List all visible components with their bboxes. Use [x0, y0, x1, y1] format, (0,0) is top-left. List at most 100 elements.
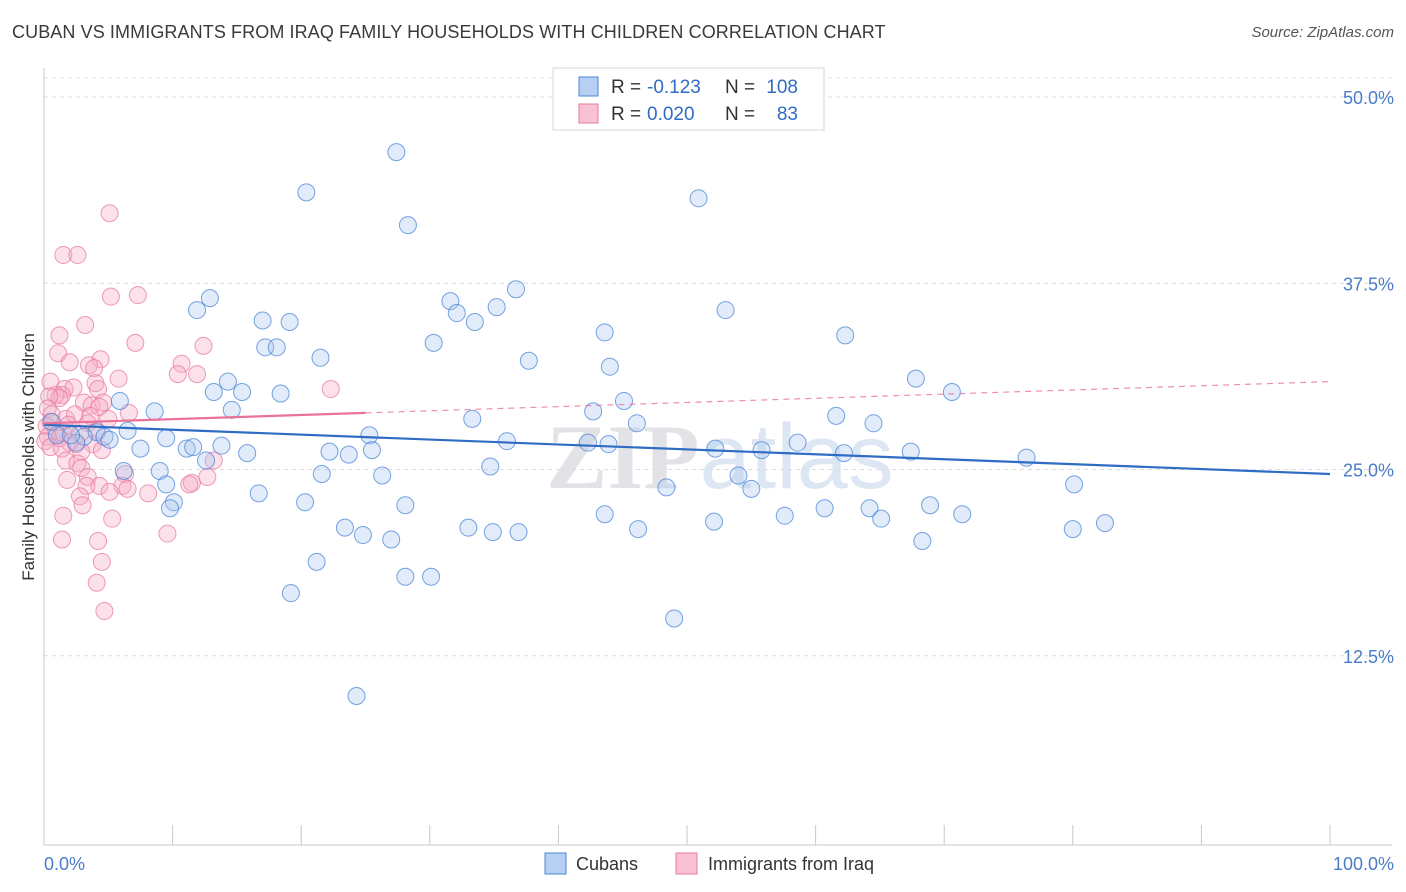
cubans-point-59 — [834, 444, 853, 463]
y-tick-label-2: 37.5% — [1343, 274, 1394, 294]
cubans-point-83 — [860, 499, 879, 518]
source-credit: Source: ZipAtlas.com — [1251, 24, 1394, 41]
cubans-point-37 — [118, 421, 137, 440]
iraq-point-70 — [54, 506, 73, 525]
cubans-point-34 — [463, 409, 482, 428]
cubans-point-73 — [657, 478, 676, 497]
y-axis-label: Family Households with Children — [19, 333, 38, 581]
cubans-point-66 — [481, 457, 500, 476]
cubans-point-43 — [47, 426, 66, 445]
cubans-point-52 — [578, 433, 597, 452]
cubans-point-102 — [281, 584, 300, 603]
cubans-point-78 — [296, 493, 315, 512]
iraq-point-47 — [36, 432, 55, 451]
cubans-point-65 — [339, 445, 358, 464]
cubans-point-14 — [595, 323, 614, 342]
cubans-point-24 — [204, 383, 223, 402]
cubans-point-21 — [600, 357, 619, 376]
iraq-point-56 — [56, 451, 75, 470]
cubans-point-79 — [396, 496, 415, 515]
iraq-point-26 — [89, 380, 108, 399]
cubans-point-11 — [253, 311, 272, 330]
x-tick-min: 0.0% — [44, 854, 85, 874]
cubans-point-8 — [487, 298, 506, 317]
iraq-point-22 — [53, 386, 72, 404]
iraq-point-72 — [158, 524, 177, 543]
cubans-point-15 — [836, 326, 855, 345]
cubans-point-64 — [197, 451, 216, 470]
iraq-point-7 — [126, 333, 145, 352]
cubans-point-10 — [447, 304, 466, 323]
iraq-point-18 — [41, 372, 60, 391]
cubans-point-91 — [459, 518, 478, 537]
cubans-point-0 — [387, 143, 406, 162]
cubans-point-86 — [775, 506, 794, 525]
stats-swatch-pink — [578, 103, 599, 124]
cubans-point-92 — [483, 523, 502, 542]
legend-swatch-cubans — [544, 852, 567, 875]
cubans-point-26 — [271, 384, 290, 403]
watermark-zip: ZIP — [546, 406, 699, 508]
cubans-point-76 — [249, 484, 268, 503]
iraq-point-76 — [87, 573, 106, 592]
cubans-point-62 — [901, 442, 920, 461]
series-iraq-points — [36, 204, 340, 621]
cubans-point-84 — [595, 505, 614, 524]
cubans-point-70 — [373, 466, 392, 485]
iraq-point-63 — [180, 475, 199, 494]
cubans-point-99 — [307, 552, 326, 571]
iraq-point-55 — [204, 451, 223, 470]
iraq-point-21 — [321, 380, 340, 399]
legend-swatch-iraq — [675, 852, 698, 875]
cubans-point-61 — [184, 438, 203, 457]
iraq-point-3 — [101, 287, 120, 306]
iraq-point-14 — [85, 359, 104, 378]
cubans-point-72 — [157, 475, 176, 494]
cubans-point-89 — [1095, 514, 1114, 533]
legend-label-iraq: Immigrants from Iraq — [708, 854, 874, 874]
iraq-point-11 — [60, 353, 79, 372]
cubans-point-22 — [906, 369, 925, 388]
cubans-point-23 — [218, 372, 237, 391]
iraq-point-81 — [109, 369, 128, 388]
cubans-point-27 — [942, 383, 961, 402]
cubans-point-20 — [519, 351, 538, 370]
cubans-point-41 — [95, 427, 114, 446]
cubans-point-13 — [465, 312, 484, 331]
cubans-point-75 — [1065, 475, 1084, 494]
iraq-point-8 — [194, 336, 213, 355]
cubans-point-29 — [110, 391, 129, 410]
cubans-point-87 — [872, 509, 891, 528]
cubans-point-19 — [311, 348, 330, 367]
stats-legend: R = -0.123 N = 108 R = 0.020 N = 83 — [552, 67, 825, 131]
cubans-point-81 — [161, 499, 180, 518]
cubans-point-45 — [100, 430, 119, 449]
cubans-point-30 — [222, 400, 241, 419]
trend-lines — [43, 380, 1331, 476]
x-tick-max: 100.0% — [1333, 854, 1394, 874]
cubans-point-97 — [382, 530, 401, 549]
y-tick-label-0: 12.5% — [1343, 647, 1394, 667]
iraq-point-35 — [81, 406, 100, 425]
iraq-point-15 — [168, 365, 187, 384]
cubans-point-71 — [729, 466, 748, 485]
cubans-point-5 — [200, 289, 219, 308]
cubans-point-47 — [62, 426, 81, 445]
trend-line-iraq — [43, 411, 366, 425]
series-legend: Cubans Immigrants from Iraq — [544, 852, 874, 875]
chart-title: CUBAN VS IMMIGRANTS FROM IRAQ FAMILY HOU… — [12, 22, 886, 42]
iraq-point-64 — [90, 476, 109, 495]
cubans-point-9 — [716, 301, 735, 320]
iraq-point-16 — [188, 365, 207, 384]
trend-line-iraq-extension — [365, 380, 1331, 414]
iraq-point-12 — [80, 356, 99, 375]
cubans-point-33 — [827, 406, 846, 425]
cubans-point-31 — [145, 402, 164, 421]
cubans-point-88 — [705, 512, 724, 531]
stats-r-value-pink: 0.020 — [647, 104, 695, 125]
cubans-point-48 — [131, 439, 150, 458]
iraq-point-77 — [95, 602, 114, 621]
cubans-point-94 — [629, 520, 648, 539]
cubans-point-74 — [742, 479, 761, 498]
